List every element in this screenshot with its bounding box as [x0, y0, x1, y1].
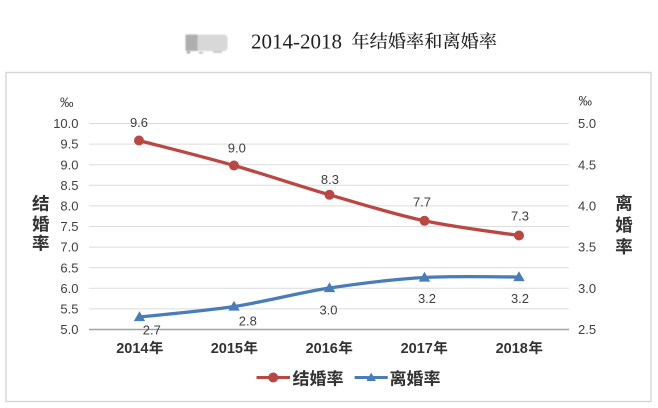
svg-text:6.5: 6.5 — [60, 260, 78, 275]
svg-text:‰: ‰ — [579, 94, 593, 109]
svg-text:2018: 2018 — [496, 341, 528, 357]
svg-text:2017: 2017 — [401, 341, 433, 357]
svg-text:8.0: 8.0 — [60, 199, 78, 214]
svg-text:2.8: 2.8 — [239, 314, 257, 329]
svg-text:7.0: 7.0 — [60, 240, 78, 255]
svg-text:3.2: 3.2 — [511, 291, 529, 306]
svg-text:7.5: 7.5 — [60, 219, 78, 234]
svg-text:6.0: 6.0 — [60, 281, 78, 296]
svg-text:4.5: 4.5 — [578, 157, 596, 172]
svg-text:2.7: 2.7 — [143, 323, 161, 338]
svg-text:4.0: 4.0 — [578, 199, 596, 214]
svg-text:2016: 2016 — [306, 341, 338, 357]
svg-text:9.0: 9.0 — [60, 157, 78, 172]
svg-text:10.0: 10.0 — [53, 116, 78, 131]
svg-text:9.0: 9.0 — [228, 141, 246, 156]
svg-text:5.0: 5.0 — [60, 322, 78, 337]
svg-text:2014-2018: 2014-2018 — [251, 30, 342, 54]
svg-text:9.5: 9.5 — [60, 137, 78, 152]
svg-text:3.5: 3.5 — [578, 240, 596, 255]
svg-text:2014: 2014 — [116, 341, 148, 357]
svg-text:3.0: 3.0 — [319, 303, 337, 318]
svg-text:8.5: 8.5 — [60, 178, 78, 193]
svg-text:2015: 2015 — [211, 341, 243, 357]
svg-text:7.3: 7.3 — [511, 209, 529, 224]
svg-text:5.0: 5.0 — [578, 116, 596, 131]
svg-text:5.5: 5.5 — [60, 302, 78, 317]
svg-text:7.7: 7.7 — [413, 195, 431, 210]
svg-text:9.6: 9.6 — [130, 115, 148, 130]
svg-text:‰: ‰ — [60, 95, 74, 110]
svg-text:3.0: 3.0 — [578, 281, 596, 296]
svg-text:8.3: 8.3 — [321, 172, 339, 187]
svg-text:3.2: 3.2 — [418, 291, 436, 306]
svg-text:2.5: 2.5 — [578, 322, 596, 337]
